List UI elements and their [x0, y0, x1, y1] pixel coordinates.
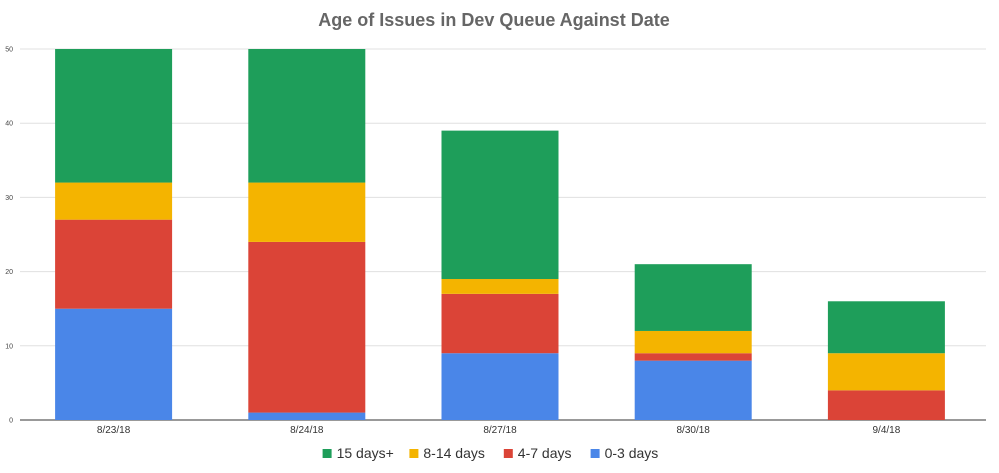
bars [55, 49, 945, 420]
bar-segment-0-3-days [441, 353, 559, 420]
bar-segment-4-7-days [55, 219, 173, 309]
bar-segment-4-7-days [634, 353, 752, 361]
legend-swatch [503, 449, 513, 458]
bar-segment-8-14-days [55, 182, 173, 220]
legend-label: 4-7 days [518, 445, 572, 461]
legend-swatch [590, 449, 600, 458]
y-tick-label: 30 [5, 195, 13, 202]
bar-segment-0-3-days [248, 412, 366, 420]
x-tick-label: 8/24/18 [290, 425, 324, 436]
legend-swatch [322, 449, 332, 458]
y-axis-ticks: 0 10 20 30 40 50 [5, 47, 13, 425]
bar-segment-8-14-days [634, 330, 752, 354]
x-tick-label: 9/4/18 [872, 425, 900, 436]
x-tick-label: 8/30/18 [677, 425, 711, 436]
bar-segment-0-3-days [55, 308, 173, 420]
bar-segment-15-days- [441, 130, 559, 280]
x-tick-label: 8/27/18 [483, 425, 517, 436]
bar-segment-8-14-days [827, 353, 945, 391]
bar-segment-4-7-days [441, 293, 559, 354]
bar-segment-15-days- [827, 301, 945, 354]
y-tick-label: 50 [5, 47, 13, 54]
y-tick-label: 0 [9, 418, 13, 425]
y-tick-label: 10 [5, 343, 13, 350]
legend: 15 days+ 8-14 days 4-7 days 0-3 days [322, 445, 659, 461]
bar-segment-15-days- [248, 49, 366, 183]
y-tick-label: 40 [5, 121, 13, 128]
legend-swatch [409, 449, 419, 458]
chart-title: Age of Issues in Dev Queue Against Date [318, 10, 669, 30]
bar-segment-4-7-days [827, 390, 945, 420]
bar-segment-8-14-days [248, 182, 366, 242]
x-axis-ticks: 8/23/18 8/24/18 8/27/18 8/30/18 9/4/18 [97, 425, 901, 436]
bar-segment-0-3-days [634, 360, 752, 420]
legend-label: 0-3 days [605, 445, 659, 461]
legend-label: 8-14 days [423, 445, 484, 461]
legend-label: 15 days+ [337, 445, 394, 461]
bar-segment-4-7-days [248, 241, 366, 413]
y-tick-label: 20 [5, 269, 13, 276]
x-tick-label: 8/23/18 [97, 425, 131, 436]
bar-segment-8-14-days [441, 279, 559, 294]
bar-segment-15-days- [55, 49, 173, 183]
bar-segment-15-days- [634, 264, 752, 331]
